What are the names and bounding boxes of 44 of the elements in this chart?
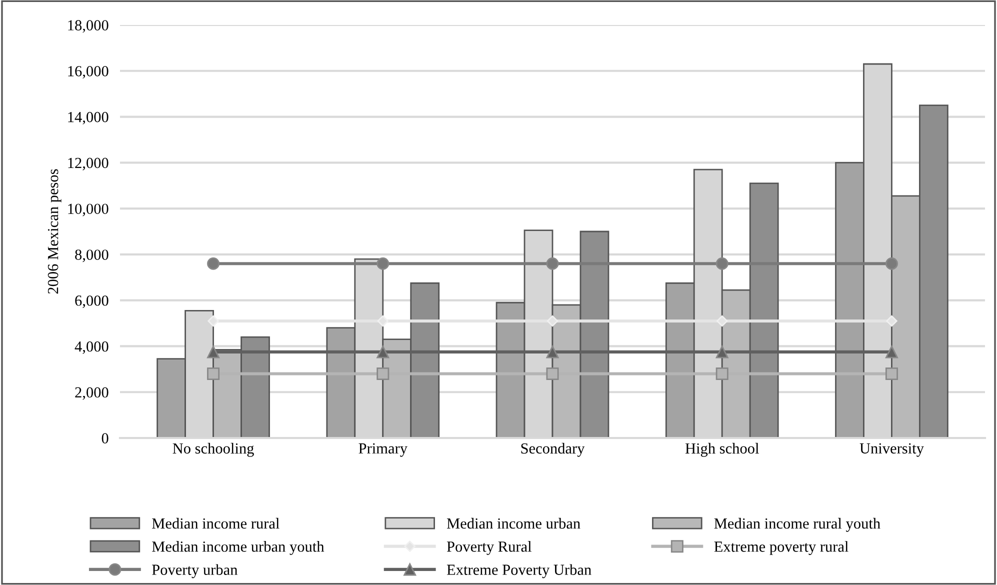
- y-axis-title: 2006 Mexican pesos: [48, 169, 62, 294]
- y-tick-label: 4,000: [74, 341, 108, 354]
- legend-label: Extreme Poverty Urban: [446, 564, 592, 578]
- legend-label: Median income urban youth: [152, 541, 324, 555]
- y-tick-label: 2,000: [75, 387, 108, 400]
- y-tick-label: 14,000: [68, 112, 108, 124]
- x-tick-label: University: [860, 443, 924, 457]
- point: [546, 368, 559, 380]
- point: [546, 315, 558, 327]
- x-tick-label: Secondary: [521, 442, 585, 457]
- y-tick-label: 18,000: [68, 20, 108, 33]
- point: [207, 368, 220, 380]
- point: [546, 346, 559, 358]
- point: [716, 315, 728, 327]
- y-tick-label: 16,000: [68, 66, 108, 79]
- point: [716, 368, 728, 380]
- legend-label: Extreme poverty rural: [714, 541, 848, 555]
- point: [546, 257, 559, 270]
- legend-label: Median income rural youth: [714, 518, 880, 532]
- legend-label: Poverty Rural: [446, 541, 532, 555]
- y-tick-label: 0: [102, 433, 108, 444]
- point: [377, 315, 388, 327]
- point: [208, 315, 219, 327]
- point: [376, 257, 390, 270]
- point: [886, 315, 898, 327]
- y-tick-label: 12,000: [68, 158, 108, 170]
- y-tick-label: 8,000: [75, 250, 108, 262]
- y-tick-label: 6,000: [75, 295, 108, 308]
- x-tick-label: High school: [685, 442, 759, 457]
- point: [207, 346, 220, 358]
- x-tick-label: No schooling: [172, 442, 254, 457]
- legend-label: Median income urban: [446, 518, 580, 529]
- point: [885, 368, 898, 380]
- point: [207, 257, 220, 270]
- point: [716, 346, 728, 358]
- x-tick-label: Primary: [358, 443, 408, 457]
- point: [376, 368, 390, 380]
- legend-label: Median income rural: [152, 518, 280, 529]
- point: [885, 346, 898, 358]
- legend-label: Poverty urban: [152, 564, 238, 578]
- point: [885, 257, 898, 270]
- y-tick-label: 10,000: [68, 204, 108, 216]
- point: [376, 346, 390, 358]
- point: [716, 257, 728, 270]
